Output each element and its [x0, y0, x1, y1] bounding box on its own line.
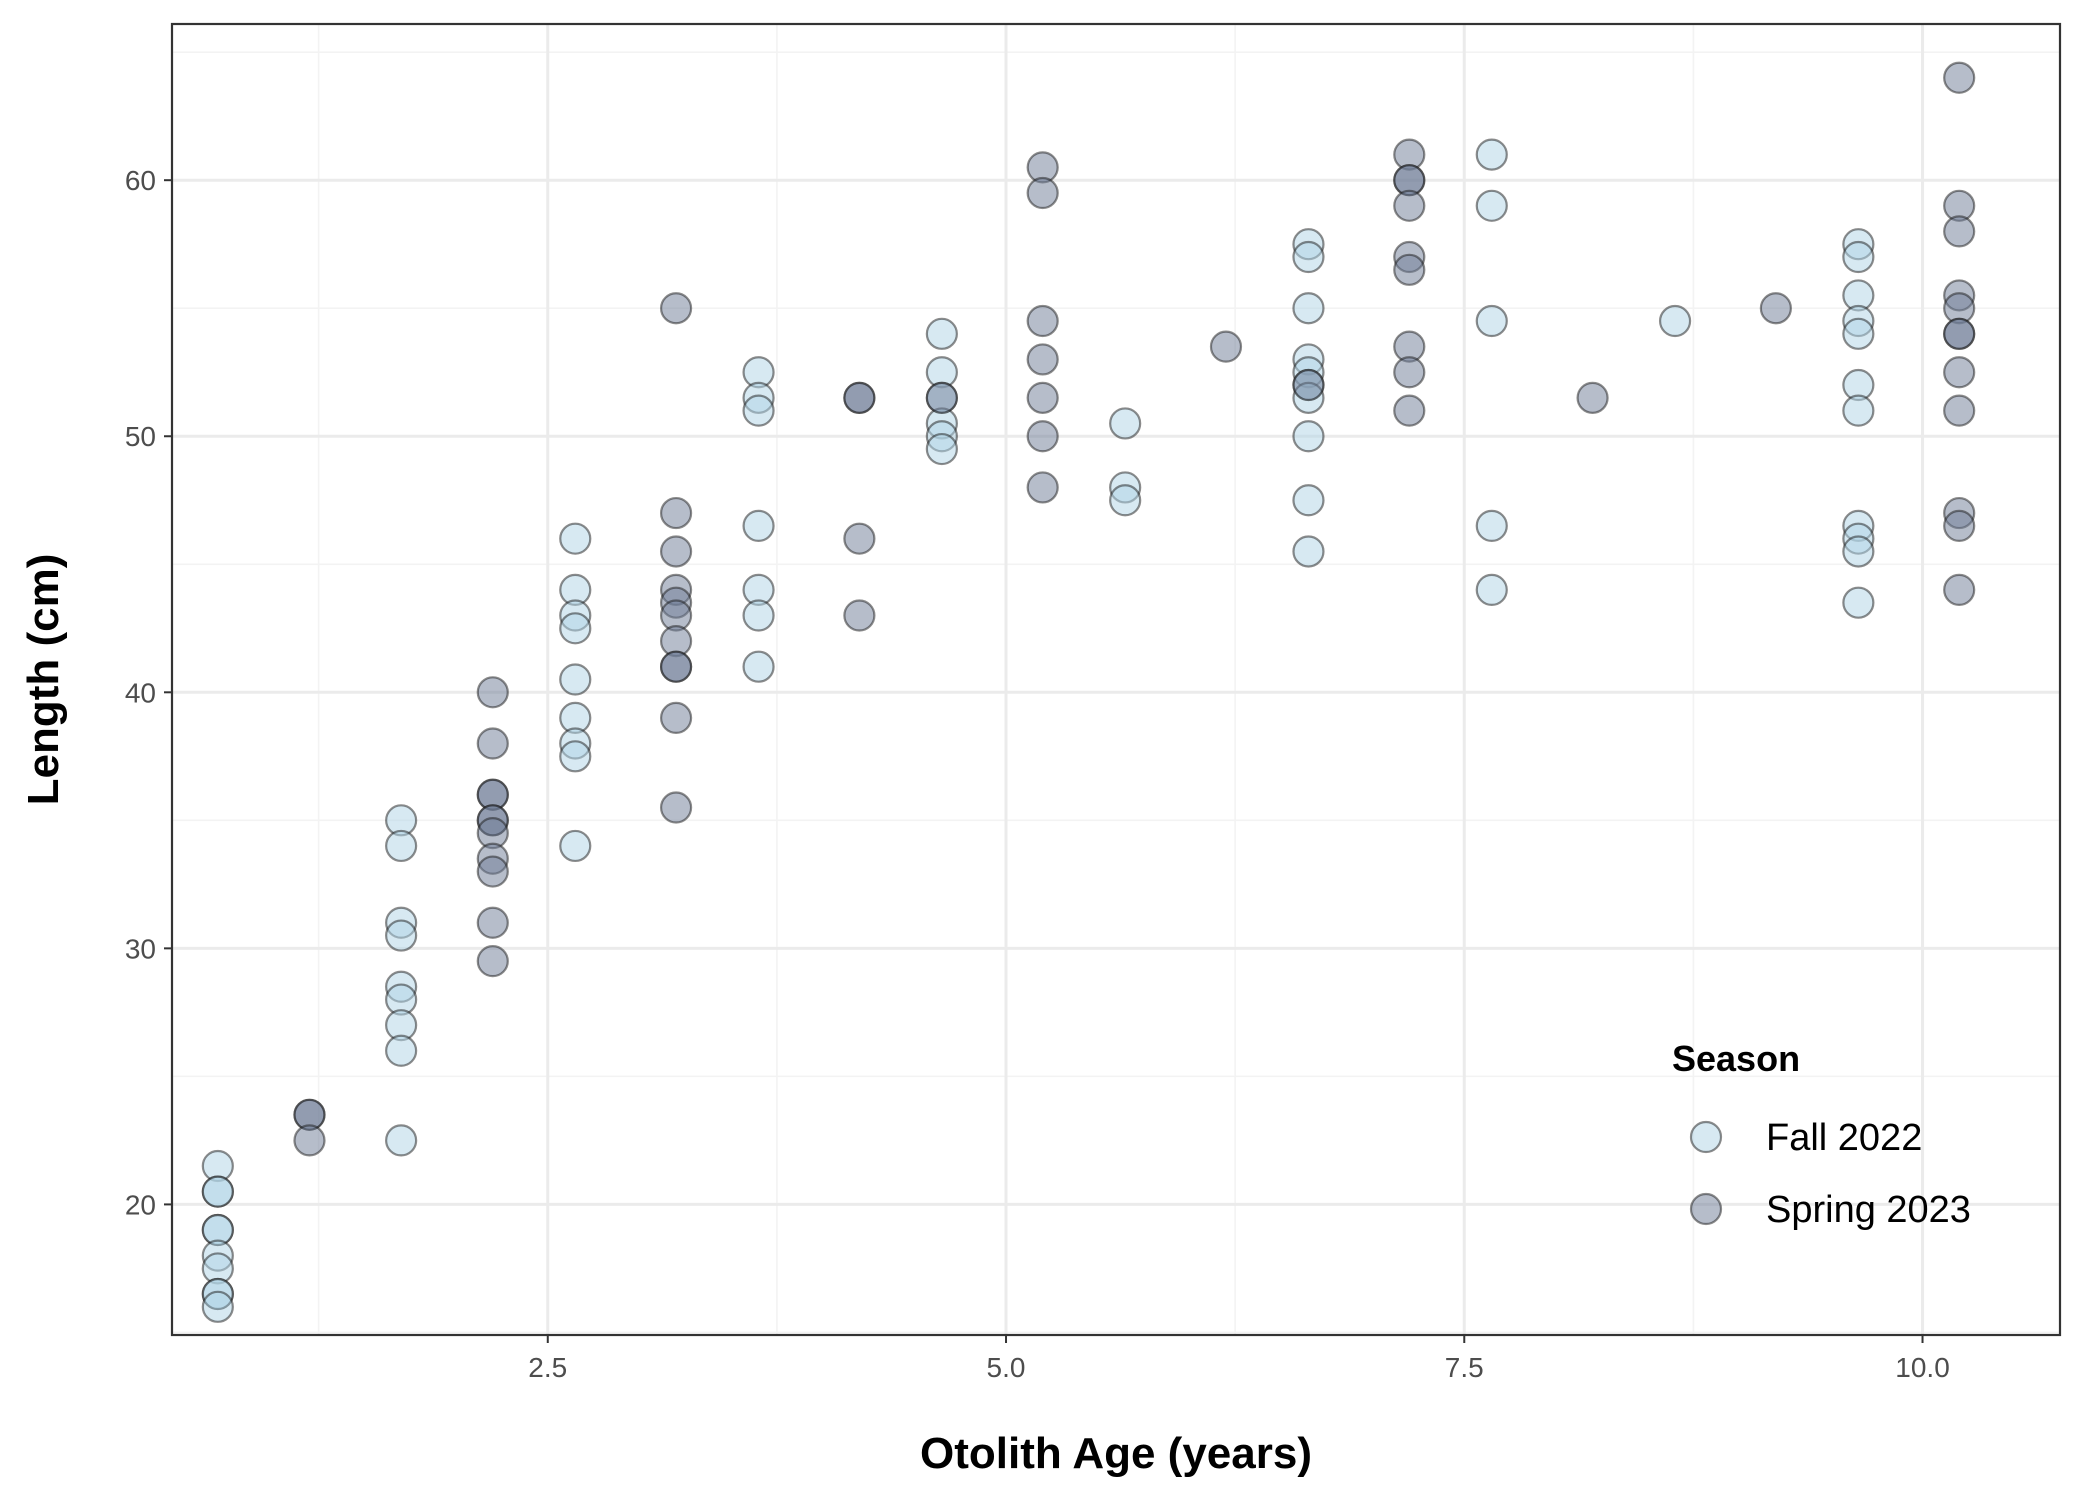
data-point-spring-2023	[659, 292, 693, 325]
data-point-spring-2023	[476, 676, 509, 709]
data-point-spring-2023	[1209, 330, 1243, 363]
data-point-spring-2023	[1393, 253, 1426, 286]
data-point-fall-2022	[1475, 138, 1508, 171]
data-point-spring-2023	[1393, 189, 1426, 222]
data-point-fall-2022	[925, 317, 958, 350]
y-tick-label: 40	[125, 677, 156, 708]
data-point-fall-2022	[201, 1175, 234, 1208]
data-point-spring-2023	[1943, 394, 1976, 427]
data-point-fall-2022	[201, 1290, 234, 1323]
data-point-fall-2022	[925, 432, 958, 466]
legend-key-spring-2023	[1689, 1192, 1723, 1226]
data-point-fall-2022	[1842, 394, 1875, 427]
data-point-spring-2023	[1943, 215, 1976, 248]
data-point-fall-2022	[742, 509, 775, 542]
data-point-spring-2023	[659, 496, 693, 530]
data-point-spring-2023	[1292, 368, 1325, 402]
data-point-fall-2022	[385, 1034, 418, 1067]
data-point-spring-2023	[1026, 471, 1059, 504]
data-point-spring-2023	[1943, 61, 1976, 94]
data-point-fall-2022	[1475, 573, 1508, 606]
data-point-spring-2023	[1943, 509, 1976, 542]
data-point-fall-2022	[1292, 484, 1325, 517]
legend-label-spring-2023: Spring 2023	[1766, 1189, 1971, 1231]
legend-key-fall-2022	[1689, 1120, 1723, 1154]
data-point-spring-2023	[659, 650, 693, 683]
data-point-spring-2023	[659, 535, 693, 568]
data-point-spring-2023	[1026, 343, 1059, 376]
data-point-spring-2023	[476, 906, 509, 939]
data-point-spring-2023	[843, 522, 876, 555]
data-point-fall-2022	[1292, 420, 1325, 453]
data-point-fall-2022	[559, 522, 592, 555]
legend-label-fall-2022: Fall 2022	[1766, 1117, 1922, 1159]
x-tick-label: 2.5	[528, 1352, 567, 1383]
data-point-spring-2023	[1759, 292, 1792, 325]
data-point-spring-2023	[925, 381, 958, 414]
data-point-fall-2022	[385, 919, 418, 952]
data-point-spring-2023	[843, 381, 876, 414]
data-point-fall-2022	[559, 740, 592, 773]
data-point-spring-2023	[1026, 176, 1059, 210]
panel-border	[170, 22, 2062, 1337]
data-point-fall-2022	[1842, 535, 1875, 568]
data-point-fall-2022	[742, 650, 775, 683]
data-point-fall-2022	[1292, 292, 1325, 325]
data-point-spring-2023	[843, 599, 876, 632]
data-point-spring-2023	[1393, 356, 1426, 389]
x-axis-title: Otolith Age (years)	[920, 1429, 1312, 1478]
data-point-spring-2023	[1026, 304, 1059, 338]
data-point-fall-2022	[1842, 586, 1875, 619]
data-point-fall-2022	[1475, 189, 1508, 222]
data-point-fall-2022	[1475, 509, 1508, 542]
data-point-fall-2022	[559, 663, 592, 696]
y-tick-label: 30	[125, 933, 156, 964]
data-point-spring-2023	[1943, 573, 1976, 606]
y-tick-label: 20	[125, 1189, 156, 1220]
y-axis-title: Length (cm)	[19, 554, 68, 806]
data-point-fall-2022	[1292, 240, 1325, 274]
data-point-fall-2022	[1842, 317, 1875, 350]
data-point-fall-2022	[742, 599, 775, 632]
data-points	[201, 61, 1976, 1323]
data-point-fall-2022	[559, 829, 592, 863]
data-point-spring-2023	[293, 1124, 326, 1157]
data-point-spring-2023	[659, 791, 693, 824]
data-point-spring-2023	[476, 945, 509, 978]
data-point-spring-2023	[476, 727, 509, 760]
data-point-fall-2022	[1658, 304, 1692, 338]
legend-title: Season	[1672, 1038, 1800, 1079]
data-point-fall-2022	[1292, 535, 1325, 568]
data-point-fall-2022	[385, 1124, 418, 1157]
x-tick-label: 10.0	[1895, 1352, 1950, 1383]
x-tick-label: 5.0	[987, 1352, 1026, 1383]
axis-ticks: 2.5 5.0 7.5 10.0 20 30 40 50 60	[125, 165, 1950, 1383]
data-point-spring-2023	[1943, 356, 1976, 389]
data-point-fall-2022	[1842, 240, 1875, 274]
data-point-fall-2022	[1109, 484, 1142, 517]
y-tick-label: 60	[125, 165, 156, 196]
data-point-fall-2022	[559, 612, 592, 645]
data-point-spring-2023	[1393, 394, 1426, 427]
data-point-spring-2023	[1026, 420, 1059, 453]
x-tick-label: 7.5	[1445, 1352, 1484, 1383]
data-point-fall-2022	[385, 829, 418, 863]
y-tick-label: 50	[125, 421, 156, 452]
data-point-spring-2023	[476, 855, 509, 888]
data-point-fall-2022	[1109, 407, 1142, 440]
data-point-spring-2023	[1943, 317, 1976, 350]
data-point-fall-2022	[1475, 304, 1508, 338]
data-point-spring-2023	[1576, 381, 1609, 414]
data-point-spring-2023	[1026, 381, 1059, 414]
data-point-spring-2023	[659, 701, 693, 735]
data-point-fall-2022	[742, 394, 775, 427]
legend: Season Fall 2022 Spring 2023	[1672, 1038, 1971, 1231]
